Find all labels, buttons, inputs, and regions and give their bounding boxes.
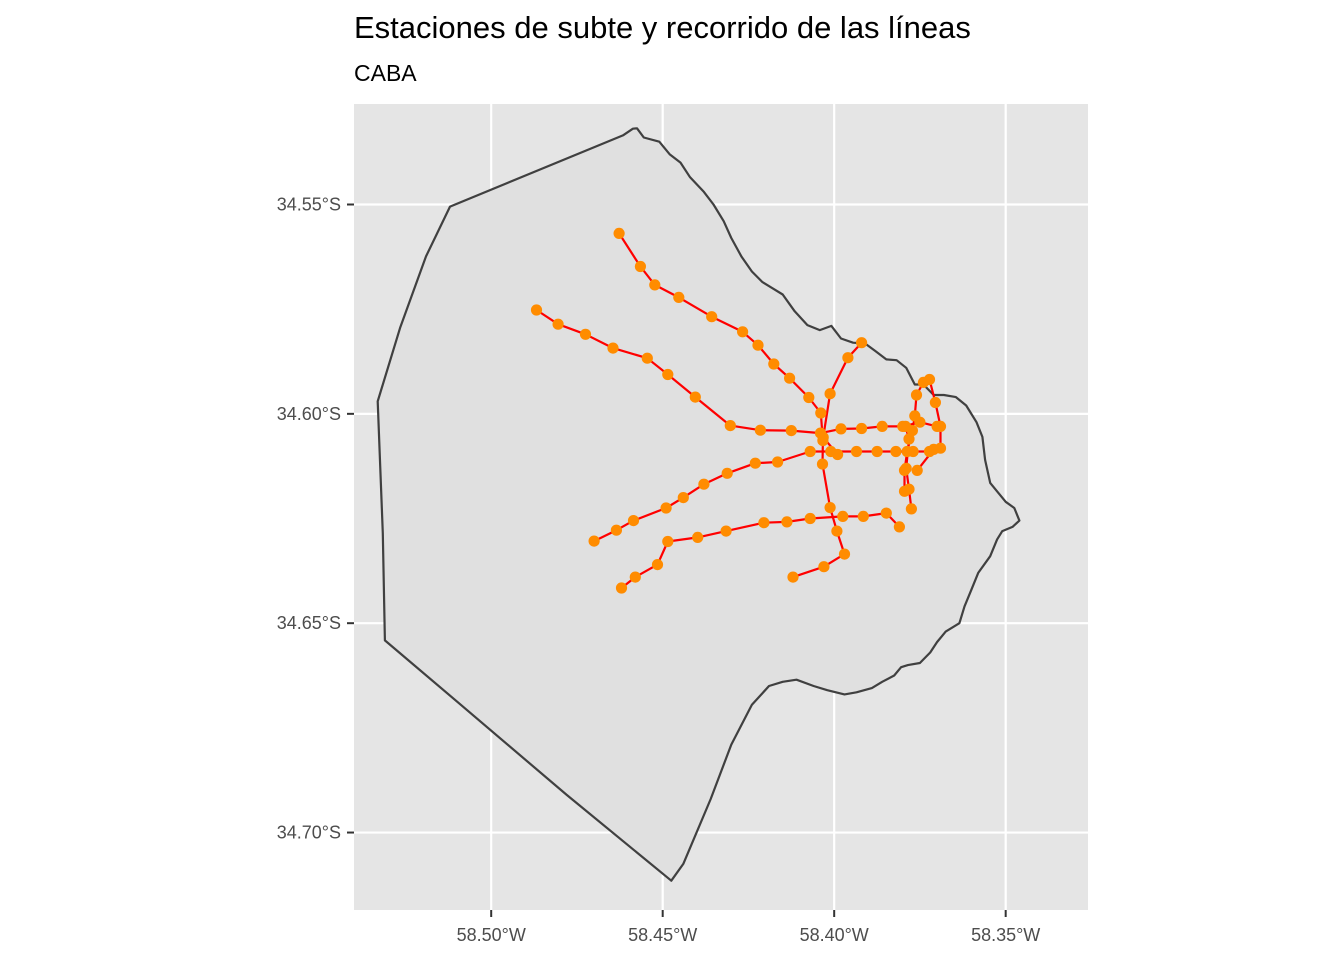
station-point bbox=[901, 445, 913, 458]
subte-stations bbox=[530, 227, 947, 594]
station-point bbox=[903, 433, 915, 445]
station-point bbox=[737, 326, 749, 338]
station-point bbox=[634, 260, 647, 273]
station-point bbox=[906, 425, 919, 437]
station-point bbox=[824, 502, 836, 514]
station-point bbox=[754, 424, 767, 436]
station-point bbox=[850, 445, 863, 458]
station-point bbox=[818, 561, 830, 573]
station-point bbox=[758, 517, 770, 529]
station-point bbox=[832, 448, 844, 461]
station-point bbox=[768, 358, 780, 370]
station-point bbox=[890, 445, 902, 458]
y-axis: 34.55°S 34.60°S 34.65°S 34.70°S bbox=[277, 194, 354, 843]
station-point bbox=[552, 318, 564, 330]
station-point bbox=[607, 342, 619, 354]
station-point bbox=[928, 443, 940, 455]
station-point bbox=[837, 510, 849, 522]
station-point bbox=[698, 478, 710, 490]
station-point bbox=[803, 391, 815, 404]
station-point bbox=[876, 420, 888, 432]
station-point bbox=[856, 422, 868, 435]
station-point bbox=[579, 328, 592, 340]
station-point bbox=[660, 502, 672, 514]
station-point bbox=[787, 571, 799, 583]
x-tick-label: 58.35°W bbox=[971, 925, 1040, 945]
station-point bbox=[721, 467, 733, 479]
station-point bbox=[752, 339, 764, 351]
station-point bbox=[772, 456, 784, 468]
x-tick-label: 58.50°W bbox=[457, 925, 526, 945]
station-point bbox=[588, 535, 600, 547]
subte-line bbox=[593, 450, 930, 543]
station-point bbox=[610, 524, 623, 536]
city-boundary bbox=[376, 127, 1021, 882]
station-point bbox=[649, 279, 661, 291]
station-point bbox=[923, 373, 936, 386]
station-point bbox=[824, 388, 836, 400]
page-subtitle: CABA bbox=[354, 60, 417, 86]
station-point bbox=[749, 457, 761, 469]
station-point bbox=[905, 503, 918, 515]
station-point bbox=[911, 464, 923, 476]
page-title: Estaciones de subte y recorrido de las l… bbox=[354, 10, 971, 45]
station-point bbox=[615, 582, 628, 594]
station-point bbox=[910, 389, 923, 401]
x-tick-label: 58.45°W bbox=[628, 925, 697, 945]
station-point bbox=[816, 458, 829, 470]
station-point bbox=[662, 535, 674, 548]
station-point bbox=[835, 423, 847, 435]
station-point bbox=[641, 352, 653, 364]
station-point bbox=[842, 352, 854, 364]
station-point bbox=[804, 512, 816, 525]
station-point bbox=[817, 431, 829, 443]
station-point bbox=[804, 445, 816, 458]
y-tick-label: 34.60°S bbox=[277, 404, 341, 424]
station-point bbox=[530, 304, 543, 316]
x-tick-label: 58.40°W bbox=[800, 925, 869, 945]
station-point bbox=[934, 420, 947, 432]
station-point bbox=[692, 531, 704, 544]
station-point bbox=[893, 521, 906, 533]
station-point bbox=[857, 510, 869, 522]
station-point bbox=[898, 485, 911, 497]
station-point bbox=[673, 291, 685, 303]
station-point bbox=[898, 464, 911, 476]
station-point bbox=[871, 445, 883, 458]
station-point bbox=[929, 396, 942, 409]
station-point bbox=[613, 227, 625, 239]
y-tick-label: 34.65°S bbox=[277, 613, 341, 633]
station-point bbox=[662, 368, 674, 381]
station-point bbox=[856, 337, 868, 349]
station-point bbox=[815, 407, 827, 419]
station-point bbox=[627, 515, 640, 527]
station-point bbox=[784, 372, 796, 384]
x-axis: 58.50°W 58.45°W 58.40°W 58.35°W bbox=[457, 910, 1040, 945]
station-point bbox=[831, 525, 843, 537]
station-point bbox=[720, 525, 732, 537]
station-point bbox=[909, 410, 921, 422]
station-point bbox=[629, 571, 641, 583]
station-point bbox=[677, 492, 689, 504]
y-tick-label: 34.55°S bbox=[277, 194, 341, 214]
station-point bbox=[724, 420, 736, 432]
station-point bbox=[880, 507, 892, 519]
y-tick-label: 34.70°S bbox=[277, 823, 341, 843]
station-point bbox=[689, 391, 701, 403]
station-point bbox=[781, 516, 793, 528]
station-point bbox=[706, 311, 718, 323]
station-point bbox=[651, 559, 664, 571]
station-point bbox=[838, 548, 851, 560]
station-point bbox=[785, 425, 797, 437]
